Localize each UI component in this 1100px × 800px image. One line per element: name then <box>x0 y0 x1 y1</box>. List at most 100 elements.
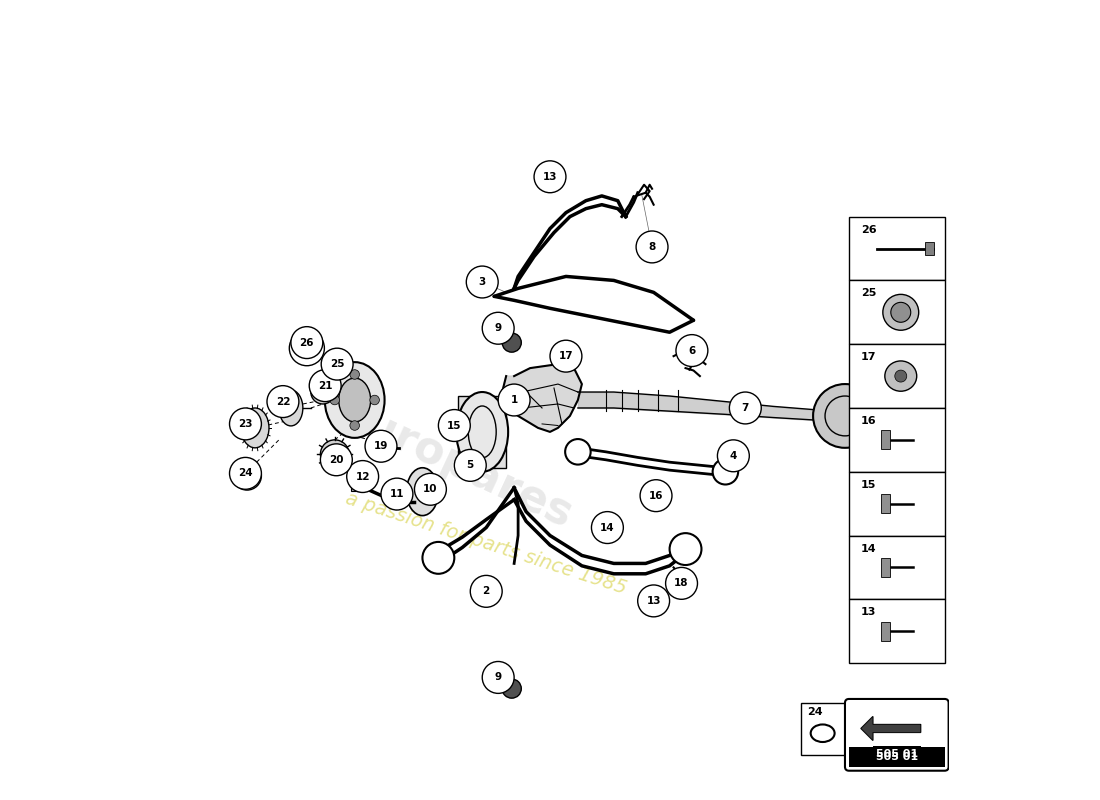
Bar <box>881 494 890 514</box>
Bar <box>849 281 945 344</box>
Bar <box>849 217 945 281</box>
Circle shape <box>415 474 447 506</box>
Text: 9: 9 <box>495 323 502 334</box>
Ellipse shape <box>339 378 371 422</box>
Polygon shape <box>861 717 921 741</box>
Text: 14: 14 <box>861 543 877 554</box>
Circle shape <box>729 392 761 424</box>
Text: 15: 15 <box>447 421 462 430</box>
Text: 7: 7 <box>741 403 749 413</box>
Circle shape <box>466 266 498 298</box>
Circle shape <box>503 679 521 698</box>
Text: 4: 4 <box>729 451 737 461</box>
Text: 23: 23 <box>239 419 253 429</box>
Text: 16: 16 <box>861 416 877 426</box>
Ellipse shape <box>324 362 385 438</box>
Circle shape <box>717 440 749 472</box>
Ellipse shape <box>456 392 508 472</box>
Text: 2: 2 <box>483 586 490 596</box>
Text: 19: 19 <box>374 442 388 451</box>
Text: europares: europares <box>330 390 579 537</box>
Bar <box>881 622 890 641</box>
Circle shape <box>311 380 334 404</box>
Circle shape <box>813 384 877 448</box>
Text: 26: 26 <box>861 225 877 234</box>
Text: 25: 25 <box>330 359 344 369</box>
Text: 14: 14 <box>601 522 615 533</box>
Circle shape <box>636 231 668 263</box>
Circle shape <box>320 440 349 469</box>
Circle shape <box>592 512 624 543</box>
Ellipse shape <box>894 370 906 382</box>
Bar <box>390 498 400 507</box>
Text: 15: 15 <box>861 480 877 490</box>
Text: 24: 24 <box>238 468 253 478</box>
Text: 20: 20 <box>329 454 343 465</box>
Text: 8: 8 <box>648 242 656 252</box>
Circle shape <box>321 348 353 380</box>
Text: 13: 13 <box>542 172 558 182</box>
Text: 505 01: 505 01 <box>876 752 917 762</box>
Text: 22: 22 <box>276 397 290 406</box>
Circle shape <box>482 312 514 344</box>
Circle shape <box>454 450 486 482</box>
Text: 16: 16 <box>649 490 663 501</box>
Bar <box>849 344 945 408</box>
Bar <box>351 480 362 491</box>
Text: 505 01: 505 01 <box>876 749 917 758</box>
Circle shape <box>381 478 412 510</box>
Circle shape <box>713 459 738 485</box>
Circle shape <box>371 440 386 456</box>
Bar <box>849 746 945 766</box>
Text: 26: 26 <box>299 338 315 347</box>
Text: 3: 3 <box>478 277 486 287</box>
Text: 9: 9 <box>495 673 502 682</box>
Text: 12: 12 <box>355 471 370 482</box>
Circle shape <box>439 410 471 442</box>
Text: 5: 5 <box>466 460 474 470</box>
Ellipse shape <box>407 468 439 515</box>
Circle shape <box>535 161 565 193</box>
Circle shape <box>350 370 360 379</box>
Circle shape <box>422 542 454 574</box>
Circle shape <box>230 408 262 440</box>
Circle shape <box>365 430 397 462</box>
Bar <box>881 430 890 450</box>
Bar <box>801 703 845 754</box>
Text: 6: 6 <box>689 346 695 355</box>
Text: a passion for parts since 1985: a passion for parts since 1985 <box>343 489 629 598</box>
Circle shape <box>320 444 352 476</box>
Ellipse shape <box>883 294 918 330</box>
Bar <box>881 558 890 577</box>
Circle shape <box>640 480 672 512</box>
Circle shape <box>550 340 582 372</box>
Circle shape <box>330 395 340 405</box>
Circle shape <box>267 386 299 418</box>
Text: 21: 21 <box>318 381 332 390</box>
Text: 17: 17 <box>559 351 573 361</box>
Circle shape <box>230 458 262 490</box>
Bar <box>849 408 945 472</box>
Circle shape <box>565 439 591 465</box>
Text: 13: 13 <box>861 607 877 618</box>
Circle shape <box>233 462 262 490</box>
Circle shape <box>309 370 341 402</box>
Text: 24: 24 <box>806 707 823 717</box>
Circle shape <box>498 384 530 416</box>
Circle shape <box>346 461 378 493</box>
Bar <box>849 472 945 535</box>
Bar <box>849 535 945 599</box>
Text: 25: 25 <box>861 288 877 298</box>
Ellipse shape <box>884 361 916 391</box>
Circle shape <box>676 334 708 366</box>
Ellipse shape <box>241 408 270 448</box>
Bar <box>925 242 934 255</box>
Text: 13: 13 <box>647 596 661 606</box>
Circle shape <box>666 567 697 599</box>
Bar <box>459 396 506 468</box>
FancyBboxPatch shape <box>845 699 948 770</box>
Circle shape <box>350 421 360 430</box>
Circle shape <box>289 330 324 366</box>
Circle shape <box>503 333 521 352</box>
Ellipse shape <box>279 390 302 426</box>
